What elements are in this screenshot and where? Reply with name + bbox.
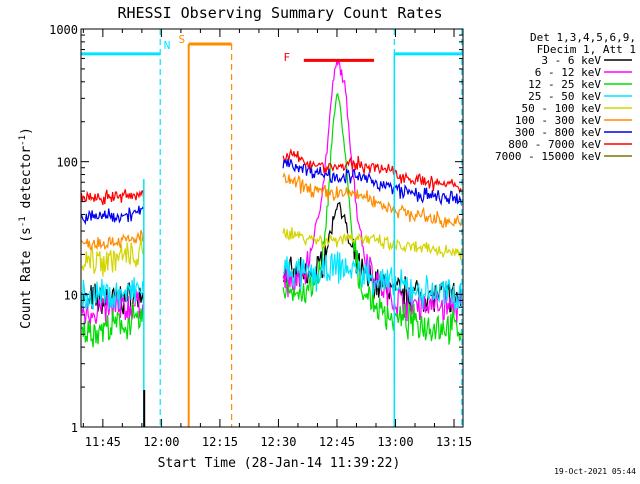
legend: Det 1,3,4,5,6,9, FDecim 1, Att 1 3 - 6 k…	[495, 31, 636, 163]
x-tick-label: 12:45	[319, 435, 355, 449]
y-tick-label: 100	[56, 156, 78, 170]
footer-timestamp: 19-Oct-2021 05:44	[554, 467, 636, 476]
legend-label: 300 - 800 keV	[515, 126, 601, 139]
legend-header-line-1: Det 1,3,4,5,6,9,	[530, 31, 636, 44]
series-line	[282, 58, 463, 324]
series-line	[282, 251, 463, 311]
series-line	[80, 205, 145, 226]
data-layer	[80, 58, 463, 348]
y-tick-label: 10	[64, 288, 78, 302]
series-line	[282, 172, 463, 229]
chart-title: RHESSI Observing Summary Count Rates	[117, 4, 442, 22]
x-tick-label: 13:15	[436, 435, 472, 449]
y-tick-label: 1000	[49, 23, 78, 37]
series-line	[80, 229, 145, 251]
axis-layer: 1 10 100 1000 11:45 12:00 12:15 12:30 12:45 13:00…	[49, 23, 472, 449]
plot-frame	[80, 28, 464, 428]
y-tick-label: 1	[71, 421, 78, 435]
x-axis-label: Start Time (28-Jan-14 11:39:22)	[158, 456, 401, 471]
series-line	[282, 227, 463, 260]
x-tick-label: 12:30	[260, 435, 296, 449]
legend-label: 12 - 25 keV	[528, 78, 601, 91]
legend-label: 800 - 7000 keV	[508, 138, 601, 151]
night-label: N	[164, 39, 171, 52]
series-line	[80, 189, 145, 206]
series-line	[80, 303, 145, 348]
saa-label: S	[179, 33, 186, 46]
legend-label: 6 - 12 keV	[535, 66, 602, 79]
annotation-layer: N S F	[81, 29, 463, 427]
y-axis-label: Count Rate (s-1 detector-1)	[18, 127, 34, 329]
x-tick-label: 12:00	[143, 435, 179, 449]
x-tick-label: 13:00	[377, 435, 413, 449]
legend-label: 100 - 300 keV	[515, 114, 601, 127]
legend-label: 7000 - 15000 keV	[495, 150, 601, 163]
legend-label: 50 - 100 keV	[522, 102, 602, 115]
legend-label: 25 - 50 keV	[528, 90, 601, 103]
flare-label: F	[284, 51, 291, 64]
series-line	[282, 92, 463, 345]
x-tick-label: 12:15	[202, 435, 238, 449]
legend-label: 3 - 6 keV	[541, 54, 601, 67]
x-tick-label: 11:45	[85, 435, 121, 449]
series-line	[80, 277, 145, 310]
series-line	[80, 282, 145, 317]
series-line	[282, 158, 463, 206]
legend-header-line-2: FDecim 1, Att 1	[537, 43, 636, 56]
series-line	[282, 147, 463, 195]
